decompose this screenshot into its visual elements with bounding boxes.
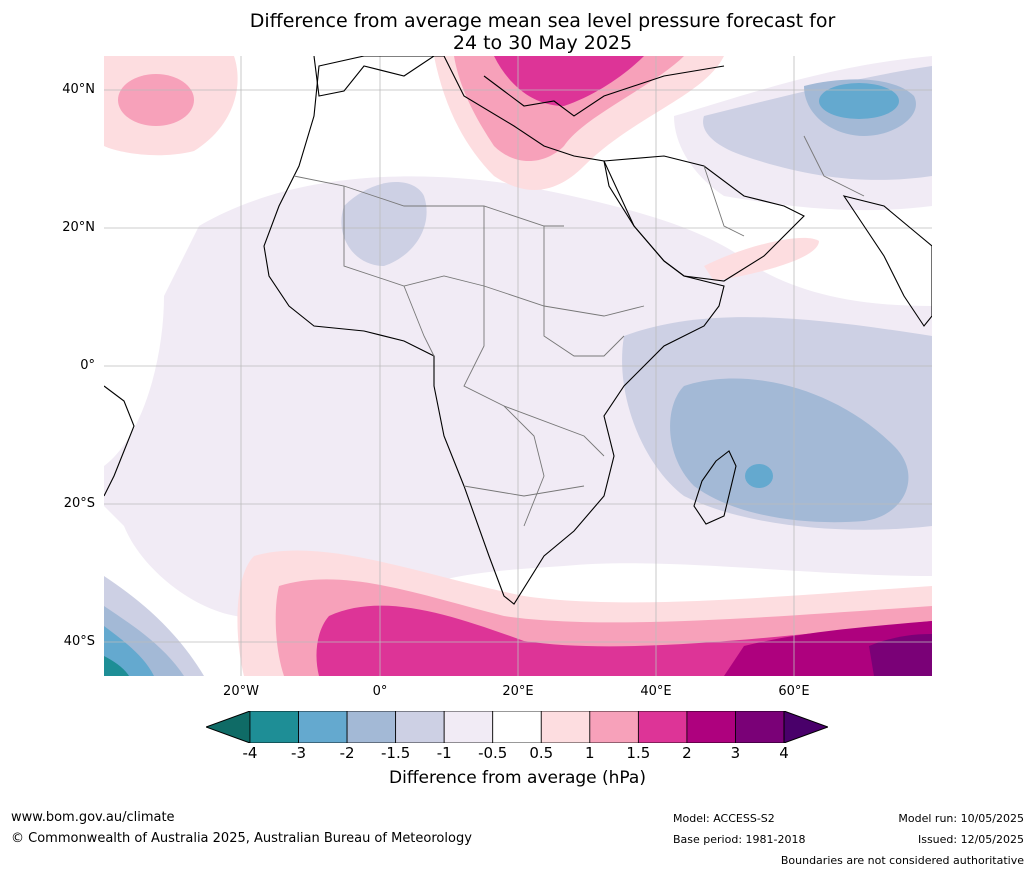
colorbar-tick-label: -1.5: [380, 744, 411, 762]
lon-label-40e: 40°E: [640, 684, 672, 699]
colorbar-label: Difference from average (hPa): [389, 768, 646, 788]
colorbar-tick-label: -4: [242, 744, 258, 762]
madagascar-coastline: [693, 450, 737, 525]
footer-url: www.bom.gov.au/climate: [11, 810, 175, 825]
colorbar-tick-label: 3: [730, 744, 741, 762]
colorbar-segment: [735, 710, 785, 744]
colorbar-segment: [589, 710, 639, 744]
anomaly-area-neg3-southwest: [104, 656, 129, 676]
lon-label-0: 0°: [372, 684, 388, 699]
africa-coastline: [263, 55, 725, 605]
graticule: [104, 56, 932, 676]
lon-label-60e: 60°E: [778, 684, 810, 699]
anomaly-area-neg1-sahara: [341, 182, 427, 266]
lat-label-20s: 20°S: [63, 496, 95, 511]
anomaly-area-neg2-north: [819, 83, 899, 119]
footer-issued: Issued: 12/05/2025: [917, 833, 1024, 846]
footer-copyright: © Commonwealth of Australia 2025, Austra…: [11, 831, 472, 846]
india-coastline: [842, 195, 933, 327]
colorbar-tick-label: 2: [682, 744, 692, 762]
lat-label-0: 0°: [80, 358, 95, 373]
anomaly-area-pos3-south-ocean: [869, 634, 932, 676]
colorbar-segment: [686, 710, 736, 744]
colorbar-segment: [346, 710, 397, 744]
anomaly-area-neg2-madagascar: [745, 464, 773, 488]
colorbar-segment: [249, 710, 299, 744]
lat-label-40s: 40°S: [63, 634, 95, 649]
map-svg: [103, 55, 933, 676]
colorbar-tick-label: 4: [779, 744, 789, 762]
colorbar-segment: [492, 710, 542, 744]
colorbar-tick-label: -0.5: [478, 744, 508, 762]
colorbar-tick-label: -1: [436, 744, 452, 762]
anomaly-area-neg1-5-madagascar: [670, 378, 909, 523]
anomaly-area-pos1-north-atlantic: [118, 74, 194, 126]
colorbar-segment: [443, 710, 494, 744]
colorbar-tick-label: 0.5: [529, 744, 554, 762]
lat-label-20n: 20°N: [62, 220, 95, 235]
footer-boundaries-note: Boundaries are not considered authoritat…: [780, 854, 1024, 867]
lon-label-20w: 20°W: [223, 684, 259, 699]
anomaly-area-pos1-5-mediterranean: [494, 56, 644, 106]
colorbar-tick-label: -2: [339, 744, 355, 762]
colorbar-extend-high: [783, 710, 830, 744]
anomaly-area-pos1-mediterranean: [454, 56, 684, 161]
arabia-coastline: [603, 155, 805, 282]
colorbar-tick-label: 1.5: [626, 744, 651, 762]
forecast-map: [103, 55, 933, 676]
country-borders: [293, 135, 865, 527]
footer-base-period: Base period: 1981-2018: [673, 833, 806, 846]
title-line-2: 24 to 30 May 2025: [452, 32, 633, 54]
footer-model: Model: ACCESS-S2: [673, 812, 775, 825]
anomaly-area-pos-arabian-sea: [704, 237, 819, 281]
map-title: Difference from average mean sea level p…: [0, 10, 1035, 54]
colorbar: [204, 710, 830, 744]
lat-label-40n: 40°N: [62, 82, 95, 97]
colorbar-extend-low: [204, 710, 251, 744]
colorbar-tick-label: -3: [291, 744, 307, 762]
title-line-1: Difference from average mean sea level p…: [249, 10, 836, 32]
colorbar-segment: [298, 710, 348, 744]
footer-model-run: Model run: 10/05/2025: [898, 812, 1024, 825]
colorbar-segment: [395, 710, 445, 744]
lon-label-20e: 20°E: [502, 684, 534, 699]
colorbar-tick-label: 1: [585, 744, 595, 762]
south-america-coastline: [103, 385, 135, 497]
colorbar-segment: [637, 710, 688, 744]
colorbar-segment: [540, 710, 591, 744]
colorbar-svg: [204, 710, 830, 744]
europe-coastline: [313, 55, 725, 117]
